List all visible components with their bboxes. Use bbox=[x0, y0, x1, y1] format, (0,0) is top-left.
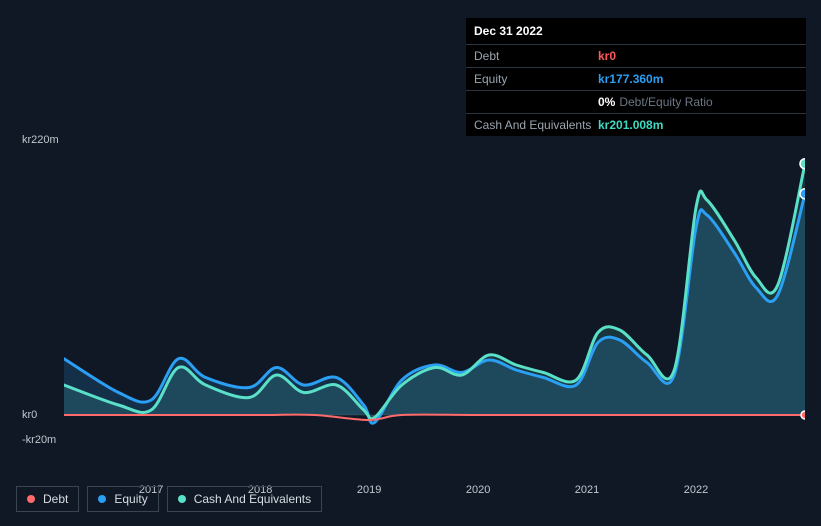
tooltip-label-equity: Equity bbox=[474, 72, 598, 86]
legend-label-debt: Debt bbox=[43, 492, 68, 506]
tooltip-label-ratio bbox=[474, 95, 598, 109]
chart-svg bbox=[64, 140, 805, 440]
cash-swatch-icon bbox=[178, 495, 186, 503]
x-tick-label: 2019 bbox=[357, 484, 381, 496]
tooltip-value-debt: kr0 bbox=[598, 49, 616, 63]
x-tick-label: 2020 bbox=[466, 484, 490, 496]
tooltip-value-ratio: 0% Debt/Equity Ratio bbox=[598, 95, 713, 109]
y-tick-label: kr220m bbox=[22, 134, 59, 146]
legend-item-equity[interactable]: Equity bbox=[87, 486, 158, 512]
y-tick-label: kr0 bbox=[22, 409, 37, 421]
tooltip-row-debt: Debt kr0 bbox=[466, 45, 806, 68]
equity-swatch-icon bbox=[98, 495, 106, 503]
tooltip-row-cash: Cash And Equivalents kr201.008m bbox=[466, 114, 806, 136]
x-tick-label: 2021 bbox=[575, 484, 599, 496]
tooltip-row-ratio: 0% Debt/Equity Ratio bbox=[466, 91, 806, 114]
legend-label-cash: Cash And Equivalents bbox=[194, 492, 311, 506]
legend-item-cash[interactable]: Cash And Equivalents bbox=[167, 486, 322, 512]
ratio-text: Debt/Equity Ratio bbox=[619, 95, 712, 109]
ratio-pct: 0% bbox=[598, 95, 615, 109]
y-tick-label: -kr20m bbox=[22, 434, 56, 446]
plot-region[interactable] bbox=[64, 140, 805, 458]
tooltip-value-equity: kr177.360m bbox=[598, 72, 663, 86]
legend: Debt Equity Cash And Equivalents bbox=[16, 486, 322, 512]
tooltip-date: Dec 31 2022 bbox=[466, 18, 806, 45]
tooltip-label-cash: Cash And Equivalents bbox=[474, 118, 598, 132]
legend-item-debt[interactable]: Debt bbox=[16, 486, 79, 512]
tooltip-label-debt: Debt bbox=[474, 49, 598, 63]
legend-label-equity: Equity bbox=[114, 492, 147, 506]
debt-swatch-icon bbox=[27, 495, 35, 503]
x-tick-label: 2022 bbox=[684, 484, 708, 496]
tooltip-row-equity: Equity kr177.360m bbox=[466, 68, 806, 91]
tooltip-value-cash: kr201.008m bbox=[598, 118, 663, 132]
data-tooltip: Dec 31 2022 Debt kr0 Equity kr177.360m 0… bbox=[466, 18, 806, 136]
chart-area[interactable]: 201720182019202020212022 kr220mkr0-kr20m bbox=[16, 120, 805, 478]
